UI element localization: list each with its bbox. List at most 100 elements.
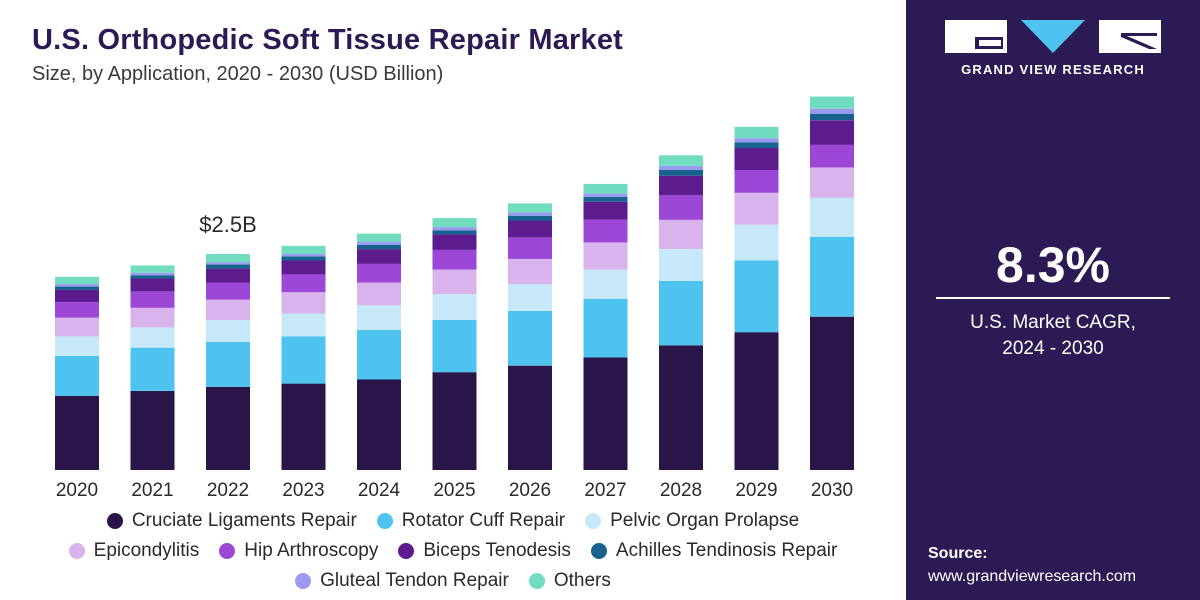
legend-label: Others xyxy=(553,570,611,591)
legend-label: Rotator Cuff Repair xyxy=(401,510,566,531)
bar-segment-2021-gluteal-tendon-repair xyxy=(130,272,175,276)
bar-segment-2024-others xyxy=(357,233,401,242)
chart-title: U.S. Orthopedic Soft Tissue Repair Marke… xyxy=(32,24,624,56)
bar-segment-2028-cruciate-ligaments-repair xyxy=(659,345,703,470)
legend-row: Gluteal Tendon Repair Others xyxy=(0,566,906,596)
bar-segment-2020-achilles-tendinosis-repair xyxy=(55,286,99,290)
bar-segment-2029-gluteal-tendon-repair xyxy=(734,138,779,143)
x-tick-label: 2020 xyxy=(56,480,98,501)
x-tick-label: 2021 xyxy=(131,480,173,501)
bar-segment-2022-cruciate-ligaments-repair xyxy=(206,386,250,470)
bar-segment-2025-biceps-tenodesis xyxy=(432,234,477,250)
bar-segment-2025-achilles-tendinosis-repair xyxy=(432,230,477,235)
bar-segment-2025-gluteal-tendon-repair xyxy=(432,227,477,231)
info-panel: GRAND VIEW RESEARCH 8.3% U.S. Market CAG… xyxy=(906,0,1200,600)
bar-segment-2027-biceps-tenodesis xyxy=(583,201,628,220)
x-tick-label: 2025 xyxy=(433,480,475,501)
bar-segment-2027-hip-arthroscopy xyxy=(583,219,628,243)
bar-segment-2024-gluteal-tendon-repair xyxy=(357,241,401,245)
bar-segment-2022-biceps-tenodesis xyxy=(206,268,250,283)
source-url[interactable]: www.grandviewresearch.com xyxy=(928,568,1137,585)
bar-segment-2029-achilles-tendinosis-repair xyxy=(734,142,779,148)
brand-name: GRAND VIEW RESEARCH xyxy=(961,62,1145,77)
bar-segment-2023-rotator-cuff-repair xyxy=(281,336,326,384)
bar-segment-2030-gluteal-tendon-repair xyxy=(810,108,854,114)
bar-segment-2023-others xyxy=(281,245,326,254)
x-tick-label: 2027 xyxy=(584,480,626,501)
bar-segment-2021-pelvic-organ-prolapse xyxy=(130,327,175,348)
bar-segment-2024-rotator-cuff-repair xyxy=(357,329,401,380)
bar-segment-2024-cruciate-ligaments-repair xyxy=(357,379,401,470)
legend-swatch xyxy=(295,573,312,589)
bar-segment-2023-achilles-tendinosis-repair xyxy=(281,256,326,261)
bar-segment-2030-biceps-tenodesis xyxy=(810,120,854,145)
legend-item-biceps-tenodesis: Biceps Tenodesis xyxy=(398,540,571,562)
bar-segment-2020-biceps-tenodesis xyxy=(55,289,99,302)
bar-segment-2026-gluteal-tendon-repair xyxy=(508,212,552,216)
legend-item-achilles-tendinosis-repair: Achilles Tendinosis Repair xyxy=(590,540,837,562)
bar-segment-2027-gluteal-tendon-repair xyxy=(583,193,628,197)
bar-segment-2026-cruciate-ligaments-repair xyxy=(508,365,552,470)
legend-item-others: Others xyxy=(528,570,611,592)
bar-segment-2028-hip-arthroscopy xyxy=(659,195,703,220)
bar-segment-2024-pelvic-organ-prolapse xyxy=(357,305,401,330)
bar-segment-2023-biceps-tenodesis xyxy=(281,260,326,275)
bar-segment-2030-achilles-tendinosis-repair xyxy=(810,113,854,121)
bar-segment-2029-epicondylitis xyxy=(734,192,779,225)
bar-segment-2029-hip-arthroscopy xyxy=(734,170,779,193)
bar-segment-2028-others xyxy=(659,155,703,166)
bar-segment-2030-others xyxy=(810,96,854,109)
bar-segment-2020-others xyxy=(55,276,99,285)
legend-label: Gluteal Tendon Repair xyxy=(320,570,509,591)
cagr-label: U.S. Market CAGR, 2024 - 2030 xyxy=(906,310,1200,362)
bar-segment-2020-cruciate-ligaments-repair xyxy=(55,395,99,470)
value-annotation: $2.5B xyxy=(199,212,257,237)
legend-label: Cruciate Ligaments Repair xyxy=(131,510,357,531)
bar-segment-2020-gluteal-tendon-repair xyxy=(55,284,99,287)
bar-segment-2027-cruciate-ligaments-repair xyxy=(583,357,628,470)
x-tick-label: 2024 xyxy=(358,480,401,501)
source-title: Source: xyxy=(928,545,988,562)
bar-segment-2029-pelvic-organ-prolapse xyxy=(734,224,779,261)
bar-segment-2020-epicondylitis xyxy=(55,317,99,337)
bar-segment-2020-pelvic-organ-prolapse xyxy=(55,336,99,356)
bar-segment-2026-biceps-tenodesis xyxy=(508,220,552,238)
bar-segment-2025-rotator-cuff-repair xyxy=(432,320,477,373)
bar-segment-2030-hip-arthroscopy xyxy=(810,144,854,168)
x-tick-label: 2026 xyxy=(509,480,551,501)
bar-segment-2021-achilles-tendinosis-repair xyxy=(130,275,175,279)
bar-segment-2026-others xyxy=(508,203,552,213)
bar-segment-2027-achilles-tendinosis-repair xyxy=(583,196,628,202)
bar-segment-2026-rotator-cuff-repair xyxy=(508,311,552,366)
bar-segment-2030-rotator-cuff-repair xyxy=(810,236,854,317)
bar-segment-2029-cruciate-ligaments-repair xyxy=(734,332,779,470)
legend-swatch xyxy=(528,573,545,589)
bar-segment-2027-rotator-cuff-repair xyxy=(583,298,628,358)
bar-segment-2029-rotator-cuff-repair xyxy=(734,260,779,333)
bar-segment-2021-cruciate-ligaments-repair xyxy=(130,390,175,470)
bar-segment-2029-others xyxy=(734,126,779,139)
cagr-divider xyxy=(936,297,1170,299)
legend-row: Cruciate Ligaments Repair Rotator Cuff Re… xyxy=(0,506,906,536)
stacked-bar-chart: 2020 2021 2022 $2.5B 2023 2024 2025 2026 2027 202… xyxy=(55,96,854,501)
cagr-value: 8.3% xyxy=(996,237,1110,293)
legend-swatch xyxy=(106,513,123,529)
bar-segment-2025-pelvic-organ-prolapse xyxy=(432,293,477,320)
bar-segment-2028-achilles-tendinosis-repair xyxy=(659,170,703,176)
bar-segment-2026-achilles-tendinosis-repair xyxy=(508,215,552,221)
bar-segment-2030-cruciate-ligaments-repair xyxy=(810,316,854,470)
legend-item-gluteal-tendon-repair: Gluteal Tendon Repair xyxy=(295,570,509,592)
cagr-label-line1: U.S. Market CAGR, xyxy=(970,312,1136,333)
bar-segment-2024-hip-arthroscopy xyxy=(357,263,401,283)
bar-segment-2022-epicondylitis xyxy=(206,299,250,320)
bar-segment-2025-others xyxy=(432,218,477,228)
legend-label: Biceps Tenodesis xyxy=(423,540,571,561)
x-tick-label: 2029 xyxy=(735,480,777,501)
cagr-label-line2: 2024 - 2030 xyxy=(1002,338,1104,359)
legend-swatch xyxy=(398,543,415,559)
bar-segment-2023-epicondylitis xyxy=(281,292,326,314)
bar-segment-2021-epicondylitis xyxy=(130,307,175,328)
bar-segment-2025-cruciate-ligaments-repair xyxy=(432,372,477,470)
brand-block: GRAND VIEW RESEARCH xyxy=(906,18,1200,77)
legend-swatch xyxy=(585,513,602,529)
